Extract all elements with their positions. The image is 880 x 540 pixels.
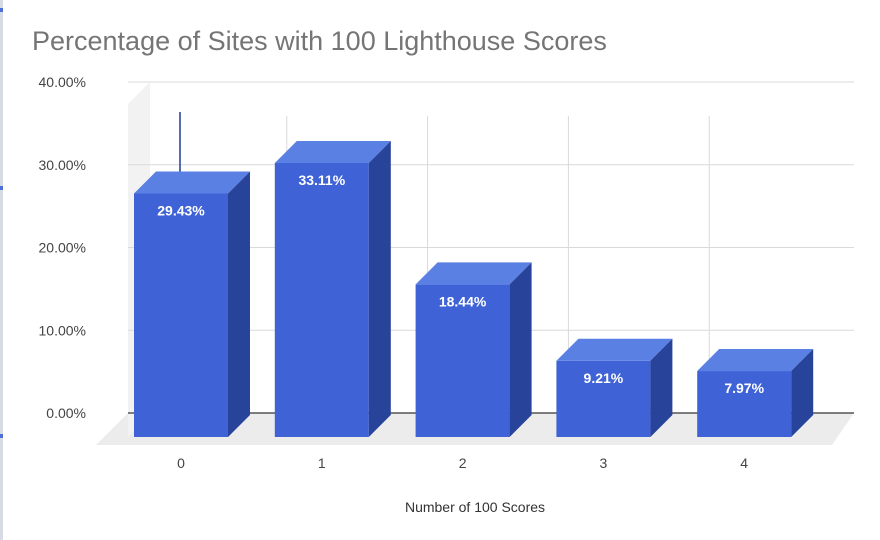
window-edge-mark <box>0 186 3 190</box>
data-label: 7.97% <box>724 380 764 396</box>
y-tick-label: 30.00% <box>39 157 86 173</box>
x-tick-label: 4 <box>740 455 748 471</box>
bar-top <box>697 349 814 372</box>
bars: 29.43% 33.11% 18.44% 9.21% 7.97% <box>134 141 814 438</box>
bar-side <box>228 171 250 438</box>
bar-front <box>415 284 510 437</box>
y-tick-label: 20.00% <box>39 240 86 256</box>
bar-front <box>697 371 792 437</box>
bar: 29.43% <box>134 171 250 438</box>
window-edge <box>0 0 3 540</box>
bar-side <box>368 141 391 437</box>
data-label: 33.11% <box>298 172 345 188</box>
y-tick-label: 0.00% <box>46 405 86 421</box>
bar-top <box>556 338 673 361</box>
bar-front <box>556 360 651 437</box>
window-edge-mark <box>0 434 3 438</box>
bar-front <box>134 193 228 437</box>
bar-top <box>274 141 391 164</box>
bar-side <box>791 349 814 437</box>
x-axis-title: Number of 100 Scores <box>405 499 545 515</box>
bar-front <box>274 163 369 437</box>
data-label: 9.21% <box>584 370 624 386</box>
y-tick-label: 10.00% <box>39 322 86 338</box>
bar-top <box>415 262 532 285</box>
chart-title: Percentage of Sites with 100 Lighthouse … <box>32 26 607 56</box>
x-axis: 0 1 2 3 4 <box>177 455 748 471</box>
bar-top <box>134 171 250 194</box>
y-axis: 0.00% 10.00% 20.00% 30.00% 40.00% <box>39 74 86 421</box>
bar-side <box>650 338 673 437</box>
window-edge-mark <box>0 8 3 12</box>
bar: 18.44% <box>415 262 532 437</box>
bar-side <box>509 262 532 437</box>
data-label: 29.43% <box>157 202 205 218</box>
x-tick-label: 2 <box>459 455 467 471</box>
data-label: 18.44% <box>439 293 487 309</box>
x-tick-label: 1 <box>318 455 326 471</box>
bar: 9.21% <box>556 338 673 437</box>
bar: 7.97% <box>697 349 814 437</box>
x-tick-label: 3 <box>600 455 608 471</box>
x-tick-label: 0 <box>177 455 185 471</box>
y-tick-label: 40.00% <box>39 74 86 90</box>
bar: 33.11% <box>274 141 391 437</box>
